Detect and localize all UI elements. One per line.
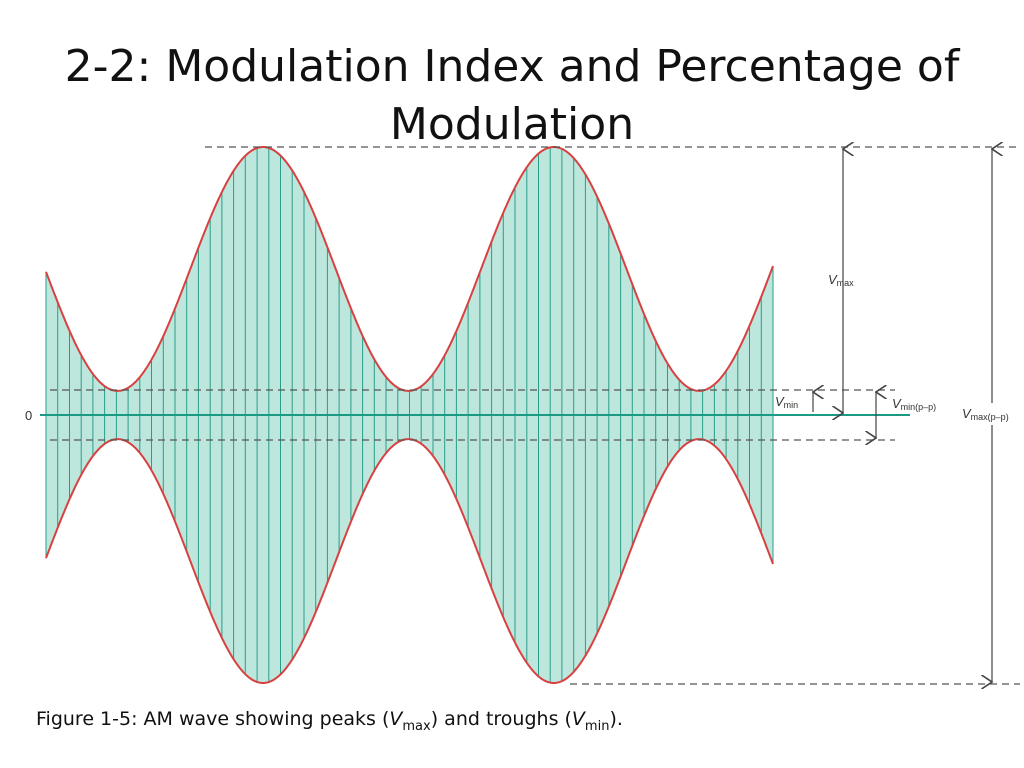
caption-prefix: Figure 1-5: AM wave showing peaks ( <box>36 708 390 730</box>
caption-middle: ) and troughs ( <box>430 708 572 730</box>
caption-suffix: ). <box>609 708 623 730</box>
vmax-label-sub: max <box>837 278 855 288</box>
vmax-pp-label: Vmax(p–p) <box>962 406 1009 422</box>
vmin-pp-label-sub: min(p–p) <box>901 402 937 412</box>
slide-title: 2-2: Modulation Index and Percentage of … <box>0 38 1024 154</box>
vmin-label: Vmin <box>775 394 798 410</box>
vmax-pp-label-bg <box>958 403 1024 425</box>
figure-caption: Figure 1-5: AM wave showing peaks (Vmax)… <box>36 708 623 734</box>
caption-vmin-symbol: V <box>571 708 585 730</box>
caption-vmax-symbol: V <box>389 708 403 730</box>
carrier-lines <box>45 147 774 683</box>
vmin-label-sub: min <box>784 400 799 410</box>
upper-envelope <box>45 146 774 392</box>
vmax-label: Vmax <box>828 272 854 288</box>
caption-vmax-subscript: max <box>402 718 431 734</box>
zero-label: 0 <box>25 408 32 423</box>
slide-title-line1: 2-2: Modulation Index and Percentage of <box>64 41 960 92</box>
caption-vmin-subscript: min <box>584 718 610 734</box>
slide-title-line2: Modulation <box>389 99 635 150</box>
lower-envelope <box>45 438 774 684</box>
vmax-pp-label-sub: max(p–p) <box>971 412 1009 422</box>
vmin-pp-label: Vmin(p–p) <box>892 396 936 412</box>
